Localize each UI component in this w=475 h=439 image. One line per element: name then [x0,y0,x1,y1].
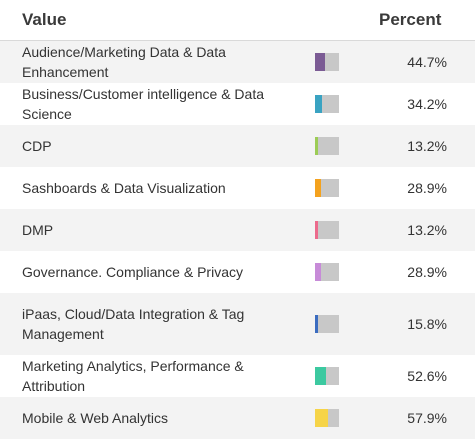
percent-value: 34.2% [407,96,447,112]
table-body: Audience/Marketing Data & Data Enhanceme… [0,41,475,439]
percent-bar-cell [303,263,365,281]
percent-bar-cell [303,409,365,427]
percent-bar-cell [303,95,365,113]
table-row: Governance. Compliance & Privacy 28.9% [0,251,475,293]
percent-bar-cell [303,179,365,197]
table-row: DMP 13.2% [0,209,475,251]
percent-value: 44.7% [407,54,447,70]
percent-value: 13.2% [407,138,447,154]
percent-bar-track [315,221,339,239]
row-label: iPaas, Cloud/Data Integration & Tag Mana… [22,306,245,342]
table-row: iPaas, Cloud/Data Integration & Tag Mana… [0,293,475,355]
table-header: Value Percent [0,0,475,41]
row-label: Marketing Analytics, Performance & Attri… [22,358,244,394]
value-column-header[interactable]: Value [22,10,67,29]
percent-bar-fill [315,95,322,113]
percent-value: 28.9% [407,180,447,196]
percent-value: 28.9% [407,264,447,280]
percent-bar-cell [303,53,365,71]
row-label: Governance. Compliance & Privacy [22,264,243,280]
percent-bar-track [315,95,339,113]
percent-bar-track [315,367,339,385]
percent-bar-fill [315,53,325,71]
percent-value: 52.6% [407,368,447,384]
percent-bar-track [315,409,339,427]
percent-bar-track [315,179,339,197]
table-row: Sashboards & Data Visualization 28.9% [0,167,475,209]
percent-column-header[interactable]: Percent [379,10,442,29]
percent-bar-fill [315,315,318,333]
percent-bar-cell [303,367,365,385]
percent-bar-fill [315,367,326,385]
percent-bar-fill [315,263,321,281]
percent-value: 57.9% [407,410,447,426]
table-row: Audience/Marketing Data & Data Enhanceme… [0,41,475,83]
row-label: Business/Customer intelligence & Data Sc… [22,86,265,122]
row-label: Sashboards & Data Visualization [22,180,226,196]
percent-bar-track [315,263,339,281]
percent-bar-fill [315,221,318,239]
percent-bar-cell [303,137,365,155]
row-label: Audience/Marketing Data & Data Enhanceme… [22,44,226,80]
percent-bar-fill [315,137,318,155]
percent-bar-fill [315,179,321,197]
table-row: Business/Customer intelligence & Data Sc… [0,83,475,125]
percent-bar-track [315,137,339,155]
percent-bar-fill [315,409,328,427]
percent-bar-cell [303,221,365,239]
percent-bar-track [315,53,339,71]
row-label: DMP [22,222,54,238]
percent-value: 13.2% [407,222,447,238]
percent-value: 15.8% [407,316,447,332]
row-label: Mobile & Web Analytics [22,410,169,426]
percent-bar-cell [303,315,365,333]
table-row: CDP 13.2% [0,125,475,167]
row-label: CDP [22,138,52,154]
percent-bar-track [315,315,339,333]
table-row: Marketing Analytics, Performance & Attri… [0,355,475,397]
table-row: Mobile & Web Analytics 57.9% [0,397,475,439]
